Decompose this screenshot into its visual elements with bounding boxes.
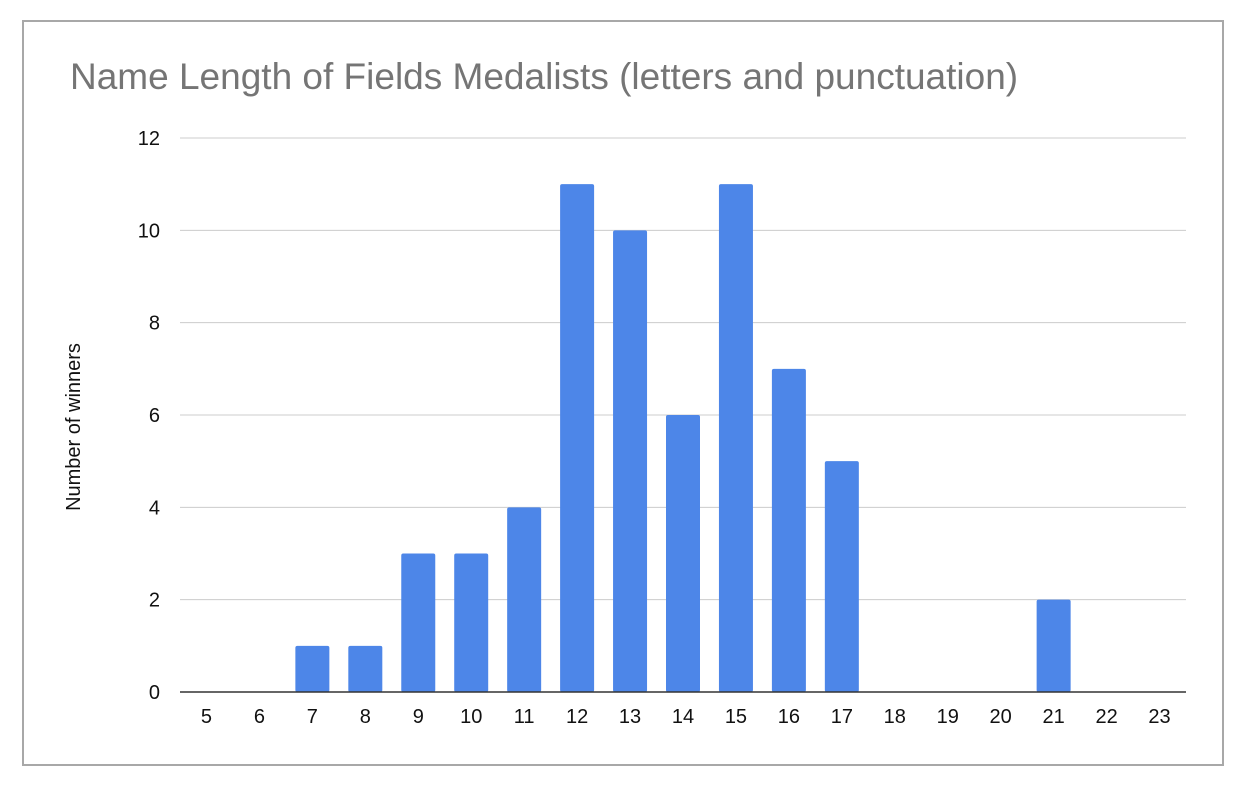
- bar-14: [666, 415, 700, 692]
- x-tick-label: 12: [566, 706, 588, 728]
- x-tick-label: 16: [778, 706, 800, 728]
- bar-10: [454, 553, 489, 692]
- y-tick-label: 2: [149, 590, 160, 612]
- bar-7: [295, 645, 330, 692]
- x-tick-label: 19: [937, 706, 959, 728]
- y-tick-label: 0: [149, 682, 160, 704]
- x-tick-label: 7: [307, 706, 318, 728]
- bar-9: [401, 553, 436, 692]
- x-tick-label: 5: [201, 706, 212, 728]
- chart-title: Name Length of Fields Medalists (letters…: [70, 56, 1019, 97]
- x-tick-label: 6: [254, 706, 265, 728]
- bars: [295, 184, 1071, 693]
- y-tick-label: 8: [149, 313, 160, 335]
- x-axis-ticks: 5 6 7 8 9 10 11 12 13 14 15 16 17 18 19 20 21 22 23: [201, 706, 1171, 728]
- x-tick-label: 8: [360, 706, 371, 728]
- x-tick-label: 9: [413, 706, 424, 728]
- bar-17: [824, 461, 859, 692]
- y-axis-ticks: 0 2 4 6 8 10 12: [138, 128, 160, 704]
- x-tick-label: 21: [1043, 706, 1065, 728]
- bar-13: [613, 230, 648, 693]
- y-tick-label: 6: [149, 405, 160, 427]
- y-tick-label: 10: [138, 220, 160, 242]
- x-tick-label: 23: [1148, 706, 1170, 728]
- y-tick-label: 12: [138, 128, 160, 150]
- x-tick-label: 13: [619, 706, 641, 728]
- x-tick-label: 22: [1095, 706, 1117, 728]
- x-tick-label: 18: [884, 706, 906, 728]
- x-tick-label: 14: [672, 706, 694, 728]
- bar-11: [507, 507, 542, 692]
- bar-21: [1036, 599, 1071, 692]
- bar-15: [718, 184, 753, 692]
- x-tick-label: 11: [514, 706, 535, 728]
- bar-8: [348, 645, 383, 692]
- x-tick-label: 15: [725, 706, 747, 728]
- y-axis-title: Number of winners: [63, 343, 85, 511]
- bar-16: [771, 368, 806, 692]
- x-tick-label: 17: [831, 706, 853, 728]
- bar-12: [560, 184, 595, 692]
- x-tick-label: 10: [460, 706, 482, 728]
- y-tick-label: 4: [149, 497, 160, 519]
- x-tick-label: 20: [990, 706, 1012, 728]
